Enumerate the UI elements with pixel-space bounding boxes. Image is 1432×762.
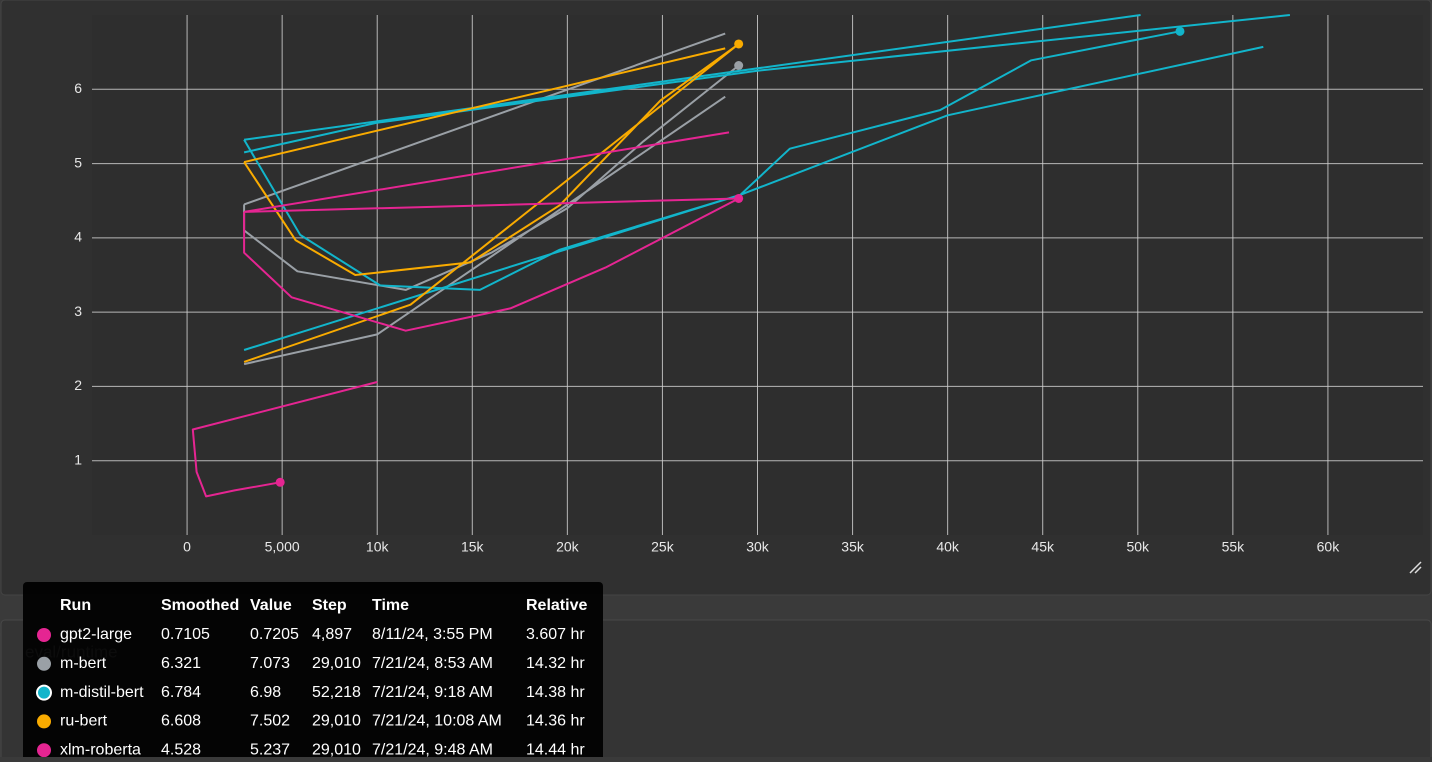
tooltip-cell: 0.7205 (250, 626, 299, 643)
tooltip-header: Relative (526, 597, 587, 614)
tooltip-cell: 29,010 (312, 741, 361, 757)
tooltip-cell: 4.528 (161, 741, 201, 757)
series-line (191, 381, 378, 498)
series-line (243, 131, 740, 332)
series-end-dot (734, 193, 744, 203)
tooltip-cell: 7/21/24, 10:08 AM (372, 713, 502, 730)
tooltip-cell: 14.36 hr (526, 713, 585, 730)
x-tick-label: 60k (1317, 539, 1341, 555)
tooltip-cell: 7.073 (250, 655, 290, 672)
tooltip-header: Value (250, 597, 292, 614)
x-tick-label: 25k (651, 539, 675, 555)
tooltip-cell: 0.7105 (161, 626, 210, 643)
run-swatch (37, 628, 51, 642)
run-swatch (37, 656, 51, 671)
lines (191, 14, 1291, 498)
tooltip-cell: 7/21/24, 9:48 AM (372, 741, 493, 757)
run-name: m-bert (60, 655, 107, 672)
x-tick-label: 35k (841, 539, 865, 555)
series-end-dot (1175, 26, 1185, 36)
x-tick-label: 15k (461, 539, 485, 555)
tooltip-cell: 6.608 (161, 713, 201, 730)
resize-handle[interactable] (1409, 561, 1422, 574)
run-name: ru-bert (60, 713, 108, 730)
tooltip-cell: 14.44 hr (526, 741, 585, 757)
run-swatch (37, 714, 51, 729)
tooltip: Run Smoothed Value Step Time Relative gpt2-lar… (23, 582, 603, 762)
y-tick-label: 2 (74, 377, 82, 393)
x-tick-label: 40k (936, 539, 960, 555)
y-tick-label: 3 (74, 303, 82, 319)
tooltip-cell: 6.784 (161, 684, 201, 701)
y-tick-label: 1 (74, 451, 82, 467)
y-tick-label: 5 (74, 154, 82, 170)
series-line (243, 43, 740, 363)
tooltip-cell: 7/21/24, 8:53 AM (372, 655, 493, 672)
tooltip-cell: 14.38 hr (526, 684, 585, 701)
tooltip-cell: 7.502 (250, 713, 290, 730)
run-name: gpt2-large (60, 626, 132, 643)
tooltip-cell: 3.607 hr (526, 626, 585, 643)
x-tick-label: 55k (1222, 539, 1246, 555)
run-swatch (36, 684, 52, 701)
tooltip-header: Run (60, 597, 91, 614)
tooltip-cell: 4,897 (312, 626, 352, 643)
tooltip-cell: 14.32 hr (526, 655, 585, 672)
x-tick-label: 20k (556, 539, 580, 555)
x-tick-label: 10k (366, 539, 390, 555)
tooltip-cell: 29,010 (312, 713, 361, 730)
series-line (243, 32, 740, 366)
y-tick-label: 6 (74, 80, 82, 96)
tooltip-cell: 7/21/24, 9:18 AM (372, 684, 493, 701)
tooltip-cell: 29,010 (312, 655, 361, 672)
y-tick-label: 4 (74, 229, 82, 245)
run-name: m-distil-bert (60, 684, 144, 701)
tooltip-cell: 8/11/24, 3:55 PM (372, 626, 493, 643)
tooltip-bg (23, 582, 603, 762)
tooltip-cell: 6.321 (161, 655, 201, 672)
tooltip-cell: 5.237 (250, 741, 290, 757)
tooltip-cell: 6.98 (250, 684, 281, 701)
x-tick-label: 50k (1126, 539, 1150, 555)
x-tick-label: 5,000 (265, 539, 300, 555)
x-tick-label: 45k (1031, 539, 1055, 555)
grid: 0 5,000 10k 15k 20k 25k 30k 35k 40k 45k 50k 55k 60k 1… (74, 15, 1423, 555)
tooltip-header: Step (312, 597, 347, 614)
series-end-dot (734, 39, 744, 49)
x-tick-label: 0 (183, 539, 191, 555)
tooltip-cell: 52,218 (312, 684, 361, 701)
series-end-dot (734, 61, 744, 71)
tooltip-header: Time (372, 597, 409, 614)
run-name: xlm-roberta (60, 741, 141, 757)
series-end-dot (275, 477, 285, 487)
x-tick-label: 30k (746, 539, 770, 555)
tooltip-header: Smoothed (161, 597, 239, 614)
run-swatch (37, 743, 51, 758)
